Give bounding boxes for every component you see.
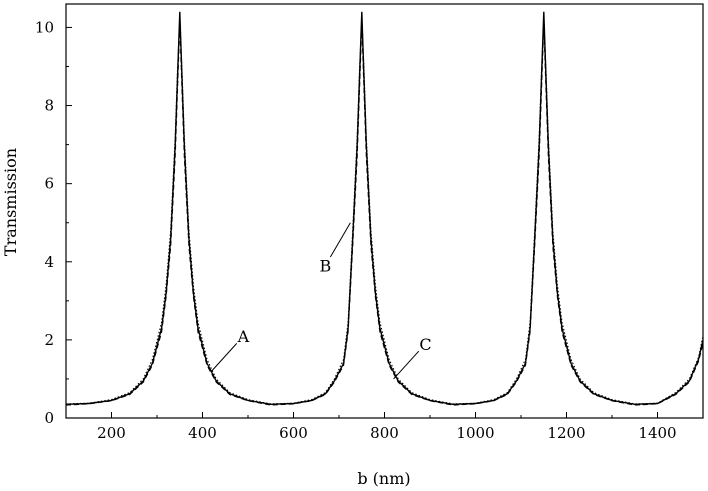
- y-tick-label: 6: [44, 175, 54, 193]
- plot-frame: [65, 3, 704, 419]
- y-tick-label: 4: [44, 253, 54, 271]
- x-axis-ticks: 200 400 600 800 1000 1200 1400: [65, 412, 704, 442]
- x-tick-label: 1400: [638, 424, 676, 442]
- annotation-leader-b: [329, 222, 351, 258]
- series-line-1: [65, 11, 704, 406]
- y-tick-label: 2: [44, 331, 54, 349]
- annotation-label-b: B: [319, 257, 331, 276]
- annotation-leader-a: [211, 343, 238, 372]
- x-tick-label: 1200: [547, 424, 585, 442]
- y-tick-label: 0: [44, 409, 54, 427]
- x-tick-label: 200: [97, 424, 126, 442]
- y-axis-ticks: 0 2 4 6 8 10: [35, 18, 72, 427]
- x-tick-label: 600: [279, 424, 308, 442]
- x-axis-label: b (nm): [357, 469, 410, 488]
- x-tick-label: 400: [188, 424, 217, 442]
- x-tick-label: 1000: [456, 424, 494, 442]
- series-line-3: [65, 19, 704, 405]
- series-line-2: [65, 23, 704, 406]
- annotation-leader-c: [393, 350, 420, 380]
- series-layer: [65, 11, 704, 406]
- y-tick-label: 10: [35, 18, 54, 36]
- y-tick-label: 8: [44, 97, 54, 115]
- x-tick-label: 800: [370, 424, 399, 442]
- annotations: A B C: [211, 222, 432, 380]
- annotation-label-c: C: [419, 335, 431, 354]
- annotation-label-a: A: [237, 327, 250, 346]
- y-axis-label: Transmission: [1, 148, 20, 256]
